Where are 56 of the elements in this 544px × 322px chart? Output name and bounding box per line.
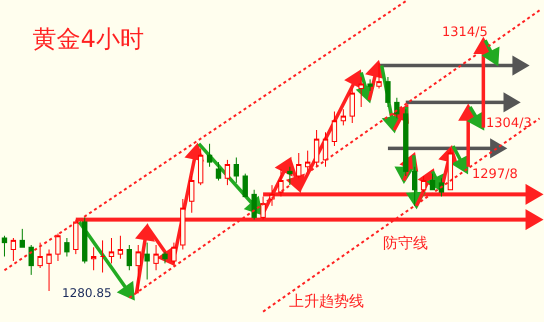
annotation: 1280.85 (62, 286, 112, 300)
candlestick (82, 216, 88, 264)
candlestick (10, 238, 16, 262)
candlestick (73, 219, 78, 255)
candlestick (224, 159, 230, 186)
candlestick (144, 242, 150, 280)
candlestick (64, 238, 70, 257)
candlestick (412, 166, 418, 206)
candlestick (340, 108, 346, 126)
candlestick (278, 168, 284, 198)
candlestick (376, 62, 382, 90)
candlestick (448, 148, 454, 190)
candlestick (2, 235, 8, 257)
candlestick (403, 108, 408, 176)
candlestick (322, 132, 328, 168)
candlestick (242, 173, 248, 198)
candlestick (180, 198, 186, 250)
text: 1314/5 (442, 25, 488, 40)
candlestick (350, 88, 355, 124)
candlestick (162, 251, 168, 264)
candlestick (332, 111, 338, 147)
candlestick (136, 244, 141, 294)
candlestick (216, 162, 222, 182)
candlestick (28, 244, 34, 276)
candlestick (287, 166, 293, 186)
candlestick (198, 148, 204, 186)
candlestick (126, 244, 132, 271)
candlestick (367, 78, 373, 92)
candlestick (304, 150, 310, 174)
candlestick (100, 240, 106, 274)
candlestick (206, 143, 212, 168)
candlestick (314, 129, 320, 168)
candlestick (251, 189, 257, 220)
candlestick (90, 246, 96, 271)
candlestick (358, 76, 364, 108)
candlestick (385, 76, 391, 108)
candlestick (260, 196, 266, 220)
candlestick (20, 228, 25, 248)
candlestick (171, 242, 177, 264)
candlestick (37, 242, 43, 268)
candlestick (394, 97, 400, 119)
candlestick (189, 175, 194, 214)
candlestick (46, 249, 52, 292)
candlestick (55, 232, 61, 262)
candlestick (420, 175, 426, 193)
annotation: 上升趋势线 (289, 292, 364, 310)
candlestick (234, 157, 240, 184)
ref-line-label: 防守线 (383, 234, 428, 252)
candlestick (118, 235, 124, 260)
annotation: 1297/8 (472, 167, 518, 182)
candlestick (108, 238, 114, 264)
annotation: 1304/3 (486, 116, 532, 131)
chart-title: 黄金4小时 (32, 25, 144, 54)
candlestick (296, 152, 302, 179)
candlestick (153, 244, 159, 271)
candlestick (430, 173, 436, 190)
